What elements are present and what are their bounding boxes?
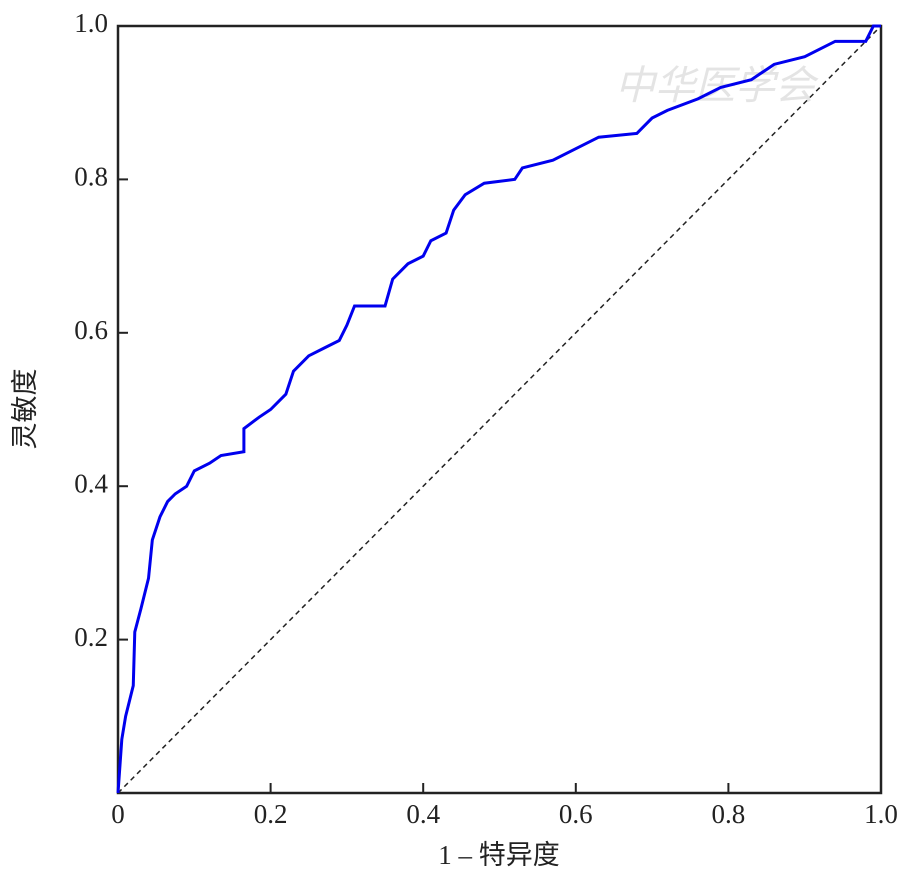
plot-frame xyxy=(116,24,883,795)
roc-curve xyxy=(116,24,881,794)
x-tick-label: 0.6 xyxy=(559,799,593,829)
y-axis-label: 灵敏度 xyxy=(10,369,40,450)
x-tick-label: 1.0 xyxy=(864,799,898,829)
y-tick-label: 1.0 xyxy=(74,8,108,38)
x-axis-label: 1 – 特异度 xyxy=(438,840,560,870)
y-tick-label: 0.8 xyxy=(74,162,108,192)
x-tick-label: 0.4 xyxy=(406,799,440,829)
reference-line xyxy=(117,25,882,794)
x-tick-label: 0.8 xyxy=(712,799,746,829)
watermark: 中华医学会 xyxy=(615,63,819,108)
y-tick-label: 0.6 xyxy=(74,315,108,345)
x-tick-label: 0.2 xyxy=(254,799,288,829)
x-tick-label: 0 xyxy=(111,799,125,829)
y-tick-label: 0.2 xyxy=(74,622,108,652)
y-tick-label: 0.4 xyxy=(74,468,108,498)
